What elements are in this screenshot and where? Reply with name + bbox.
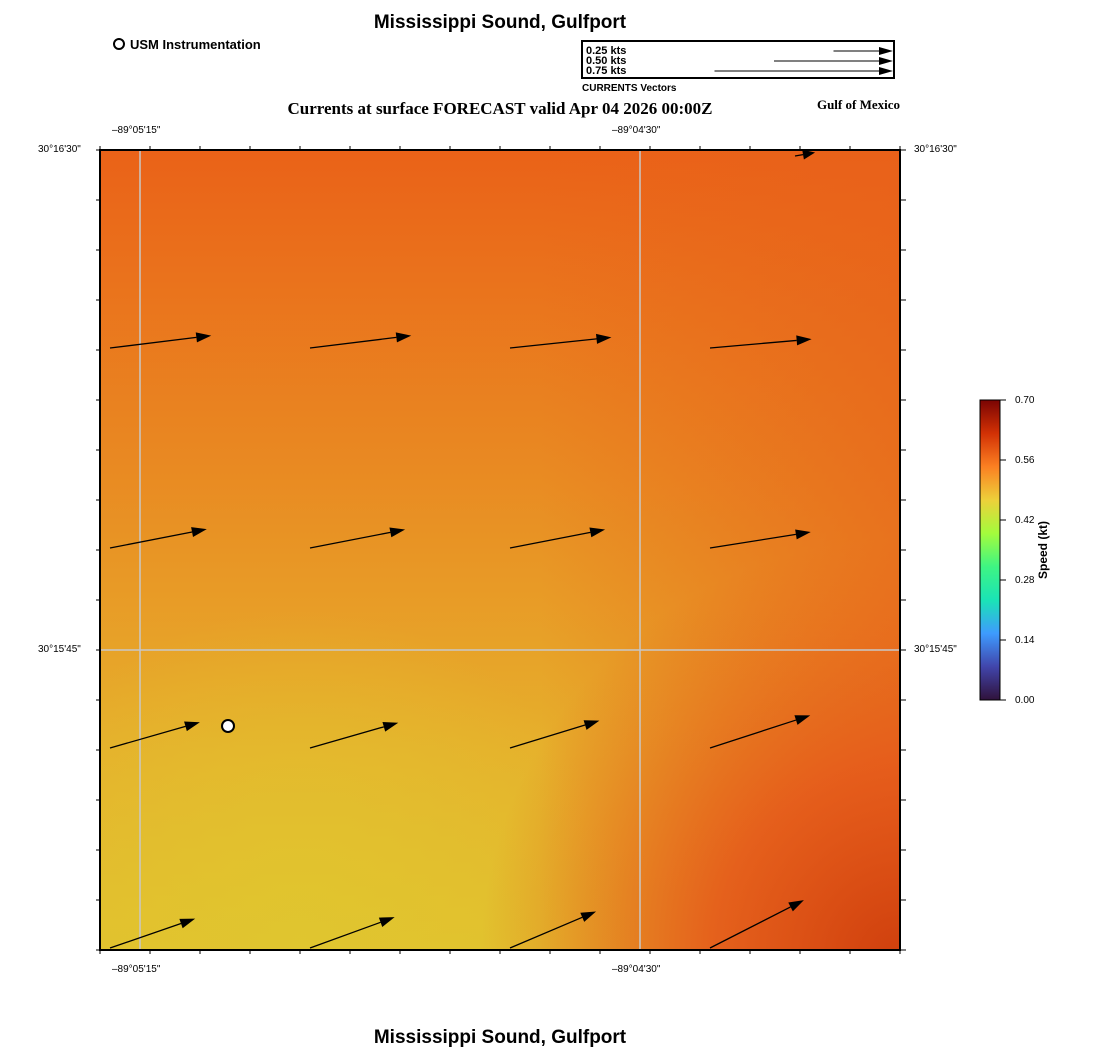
lon-label-top-left: –89°05'15" [112, 125, 161, 136]
vector-legend-label: 0.25 kts [586, 45, 627, 57]
current-vector-arrow [509, 333, 612, 349]
colorbar-tick-label: 0.70 [1015, 395, 1035, 406]
vector-legend-title: CURRENTS Vectors [582, 83, 677, 94]
current-vector-arrow [309, 332, 412, 349]
current-vector-arrow [309, 917, 395, 949]
current-vector-arrow [709, 529, 811, 549]
vector-legend-arrow [714, 67, 893, 75]
speed-field-high [100, 150, 900, 950]
colorbar-tick-label: 0.42 [1015, 515, 1035, 526]
map-footer-title: Mississippi Sound, Gulfport [373, 1027, 627, 1048]
current-vector-arrow [109, 918, 196, 949]
lat-label-left-top: 30°16'30" [38, 144, 81, 155]
vector-legend-arrow [774, 57, 893, 65]
lon-label-bottom-right: –89°04'30" [612, 964, 661, 975]
current-vector-arrow [309, 722, 399, 749]
current-vector-arrow [794, 149, 816, 160]
current-vector-arrow [509, 720, 600, 749]
lon-label-bottom-left: –89°05'15" [112, 964, 161, 975]
map-frame [99, 149, 901, 951]
vector-legend-label: 0.75 kts [586, 65, 627, 77]
region-label: Gulf of Mexico [816, 97, 900, 112]
lat-label-left-middle: 30°15'45" [38, 644, 81, 655]
current-vector-arrow [709, 335, 812, 349]
current-vector-arrow [509, 527, 606, 549]
vector-legend-arrows [714, 47, 893, 75]
colorbar-tick-label: 0.00 [1015, 695, 1035, 706]
current-vector-arrow [509, 911, 597, 949]
instrument-legend-label: USM Instrumentation [130, 37, 261, 52]
colorbar-title: Speed (kt) [1036, 520, 1050, 580]
colorbar-tick-label: 0.56 [1015, 455, 1035, 466]
current-vector-arrow [309, 527, 406, 549]
current-vectors [109, 149, 816, 949]
colorbar-tick-label: 0.28 [1015, 575, 1035, 586]
current-vector-arrow [109, 332, 212, 349]
vector-legend-arrow [833, 47, 893, 55]
current-vector-arrow [709, 715, 811, 749]
vector-legend-box: 0.25 kts 0.50 kts 0.75 kts [581, 40, 895, 79]
forecast-subtitle: Currents at surface FORECAST valid Apr 0… [287, 99, 713, 118]
current-vector-arrow [109, 721, 200, 749]
speed-colorbar [979, 399, 1006, 701]
current-vector-arrow [709, 900, 804, 949]
lat-label-right-top: 30°16'30" [914, 144, 957, 155]
map-title: Mississippi Sound, Gulfport [373, 12, 627, 33]
usm-instrument-marker[interactable] [221, 719, 235, 733]
instrument-legend-icon [113, 38, 125, 50]
colorbar-ramp [979, 399, 1001, 701]
lon-label-top-right: –89°04'30" [612, 125, 661, 136]
current-speed-map [96, 146, 906, 954]
vector-legend-label: 0.50 kts [586, 55, 627, 67]
current-vector-arrow [109, 527, 207, 549]
colorbar-ticks [1000, 399, 1006, 701]
colorbar-tick-label: 0.14 [1015, 635, 1035, 646]
lat-label-right-middle: 30°15'45" [914, 644, 957, 655]
